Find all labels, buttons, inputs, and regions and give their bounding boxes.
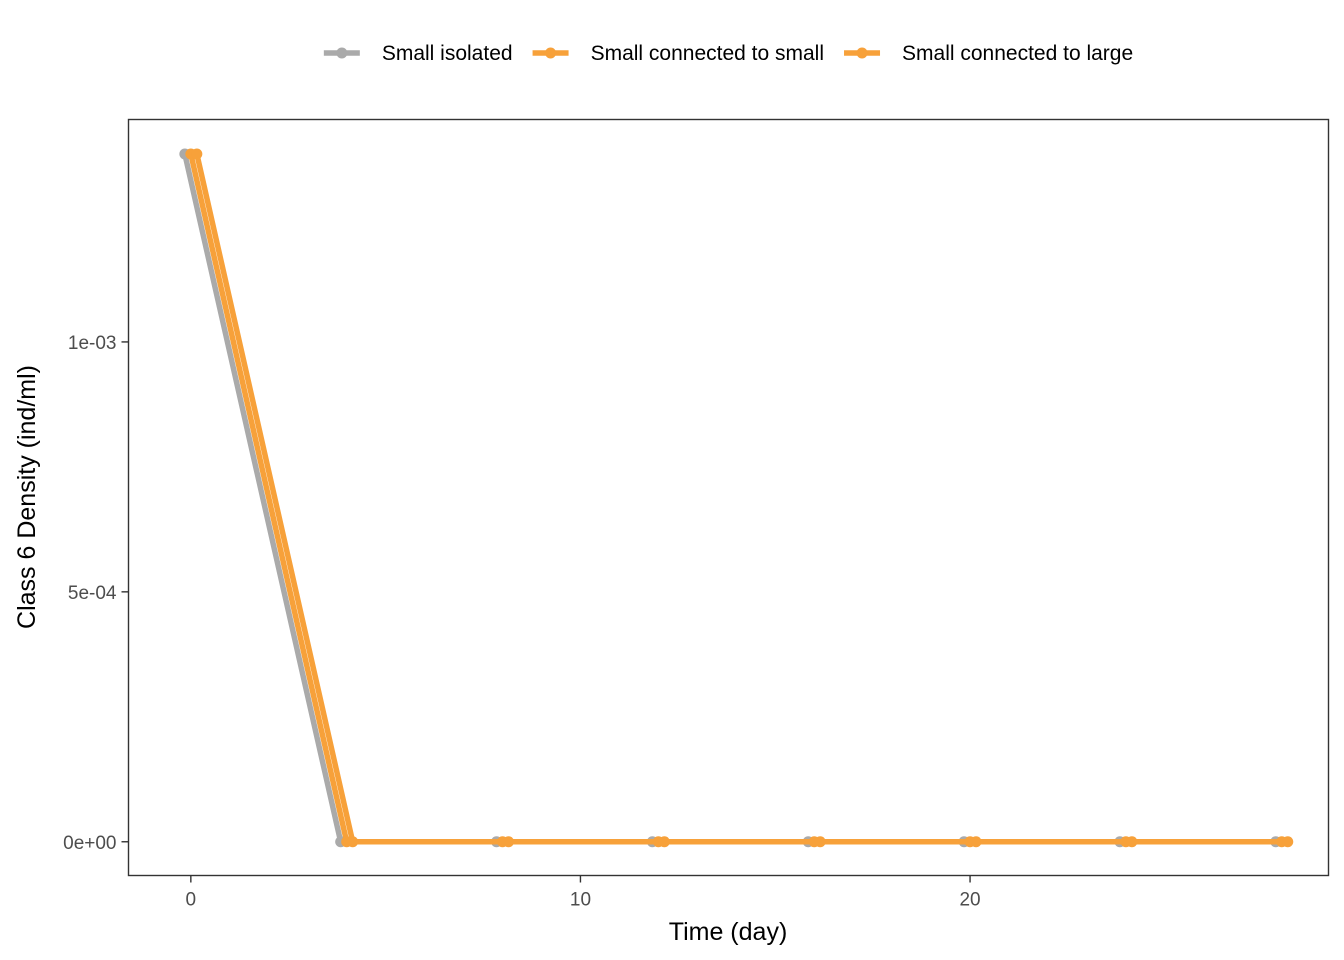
legend: Small isolated Small connected to small Sm… — [323, 42, 1133, 65]
series-line — [194, 153, 1288, 845]
legend-item: Small connected to large — [844, 42, 1133, 65]
x-tick-label: 10 — [570, 890, 591, 911]
data-point — [814, 836, 826, 848]
data-point — [970, 836, 982, 848]
data-point — [658, 836, 670, 848]
legend-key-point — [545, 47, 557, 59]
legend-key-point — [856, 47, 868, 59]
data-point — [503, 836, 515, 848]
series-layer — [179, 148, 1294, 848]
x-tick-label: 0 — [186, 890, 197, 911]
legend-label: Small isolated — [382, 42, 513, 65]
data-point — [1282, 836, 1294, 848]
x-axis-title: Time (day) — [669, 918, 788, 946]
legend-label: Small connected to small — [591, 42, 824, 65]
plot-panel — [127, 118, 1330, 877]
legend-item: Small connected to small — [532, 42, 824, 65]
y-tick-label: 5e-04 — [68, 583, 117, 604]
y-axis: 0e+00 5e-04 1e-03 — [63, 333, 129, 854]
y-tick-label: 1e-03 — [68, 333, 117, 354]
data-point — [347, 836, 359, 848]
legend-label: Small connected to large — [902, 42, 1133, 65]
legend-key-point — [336, 47, 348, 59]
legend-item: Small isolated — [323, 42, 513, 65]
data-point — [1126, 836, 1138, 848]
y-tick-label: 0e+00 — [63, 833, 116, 854]
series-3 — [191, 148, 1294, 848]
x-tick-label: 20 — [959, 890, 980, 911]
x-axis: 0 10 20 — [186, 875, 981, 911]
data-point — [191, 148, 203, 160]
y-axis-title: Class 6 Density (ind/ml) — [13, 365, 41, 629]
